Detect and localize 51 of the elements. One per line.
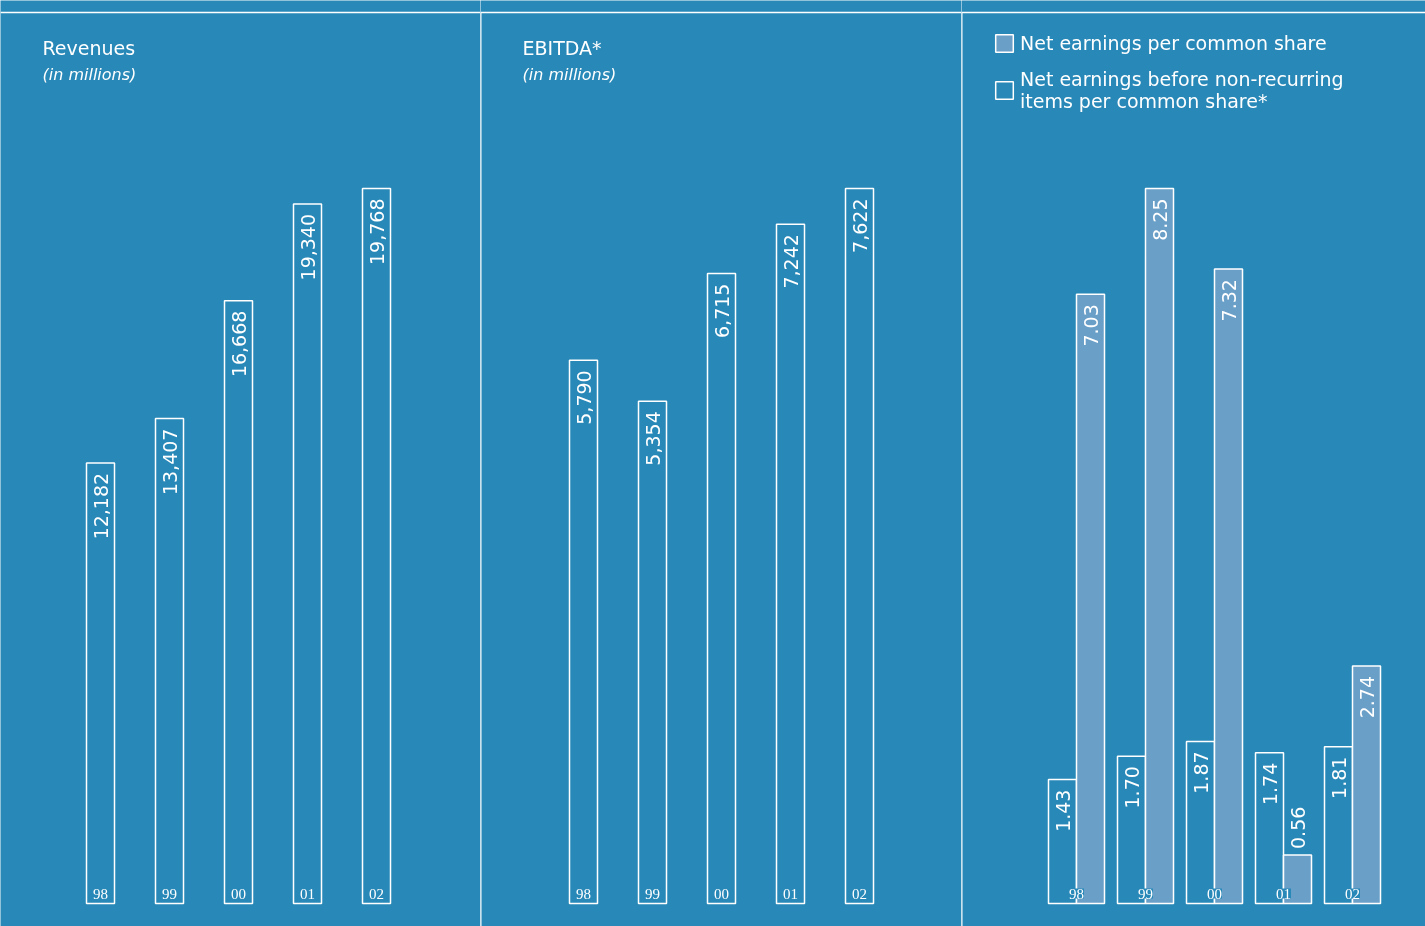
- chart-title: EBITDA*: [522, 36, 602, 59]
- data-label: 1.70: [1120, 766, 1143, 809]
- legend-label: Net earnings before non-recurring items per common share*: [1020, 68, 1344, 112]
- x-tick-label: 99: [645, 885, 660, 902]
- data-label: 5,354: [641, 411, 664, 466]
- data-label: 1.87: [1189, 751, 1212, 794]
- data-label: 0.56: [1286, 806, 1309, 849]
- x-tick-label: 02: [852, 885, 867, 902]
- data-label: 13,407: [158, 428, 181, 496]
- x-tick-label: 01: [1276, 885, 1291, 902]
- data-label: 1.81: [1327, 756, 1350, 799]
- data-label: 7.03: [1079, 304, 1102, 347]
- data-label: 19,340: [296, 213, 319, 281]
- data-label: 16,668: [227, 310, 250, 378]
- x-tick-label: 00: [1207, 885, 1222, 902]
- x-tick-label: 99: [162, 885, 177, 902]
- bar: [568, 359, 599, 905]
- x-tick-label: 98: [576, 885, 591, 902]
- bar: [844, 187, 875, 905]
- x-tick-label: 02: [1345, 885, 1360, 902]
- x-tick-label: 02: [369, 885, 384, 902]
- data-label: 7,242: [779, 234, 802, 289]
- bar: [706, 272, 737, 905]
- bar: [292, 203, 323, 905]
- data-label: 6,715: [710, 283, 733, 338]
- data-label: 1.74: [1258, 762, 1281, 805]
- x-tick-label: 00: [714, 885, 729, 902]
- legend-label: Net earnings per common share: [1020, 32, 1327, 54]
- data-label: 8.25: [1148, 198, 1171, 241]
- data-label: 5,790: [572, 370, 595, 425]
- bar: [154, 417, 185, 905]
- x-tick-label: 00: [231, 885, 246, 902]
- data-label: 1.43: [1051, 789, 1074, 832]
- data-label: 19,768: [365, 198, 388, 265]
- bar: [85, 462, 116, 905]
- bar: [637, 400, 668, 905]
- x-tick-label: 01: [783, 885, 798, 902]
- data-label: 2.74: [1355, 676, 1378, 719]
- bar: [361, 187, 392, 905]
- chart-subtitle: (in millions): [42, 64, 137, 84]
- data-label: 7,622: [848, 198, 871, 253]
- x-tick-label: 98: [93, 885, 108, 902]
- x-tick-label: 99: [1138, 885, 1153, 902]
- data-label: 12,182: [89, 472, 112, 540]
- data-label: 7.32: [1217, 279, 1240, 322]
- bar: [223, 299, 254, 905]
- chart-title: Revenues: [42, 36, 136, 59]
- chart-subtitle: (in millions): [522, 64, 617, 84]
- x-tick-label: 01: [300, 885, 315, 902]
- x-tick-label: 98: [1069, 885, 1084, 902]
- bar: [775, 223, 806, 905]
